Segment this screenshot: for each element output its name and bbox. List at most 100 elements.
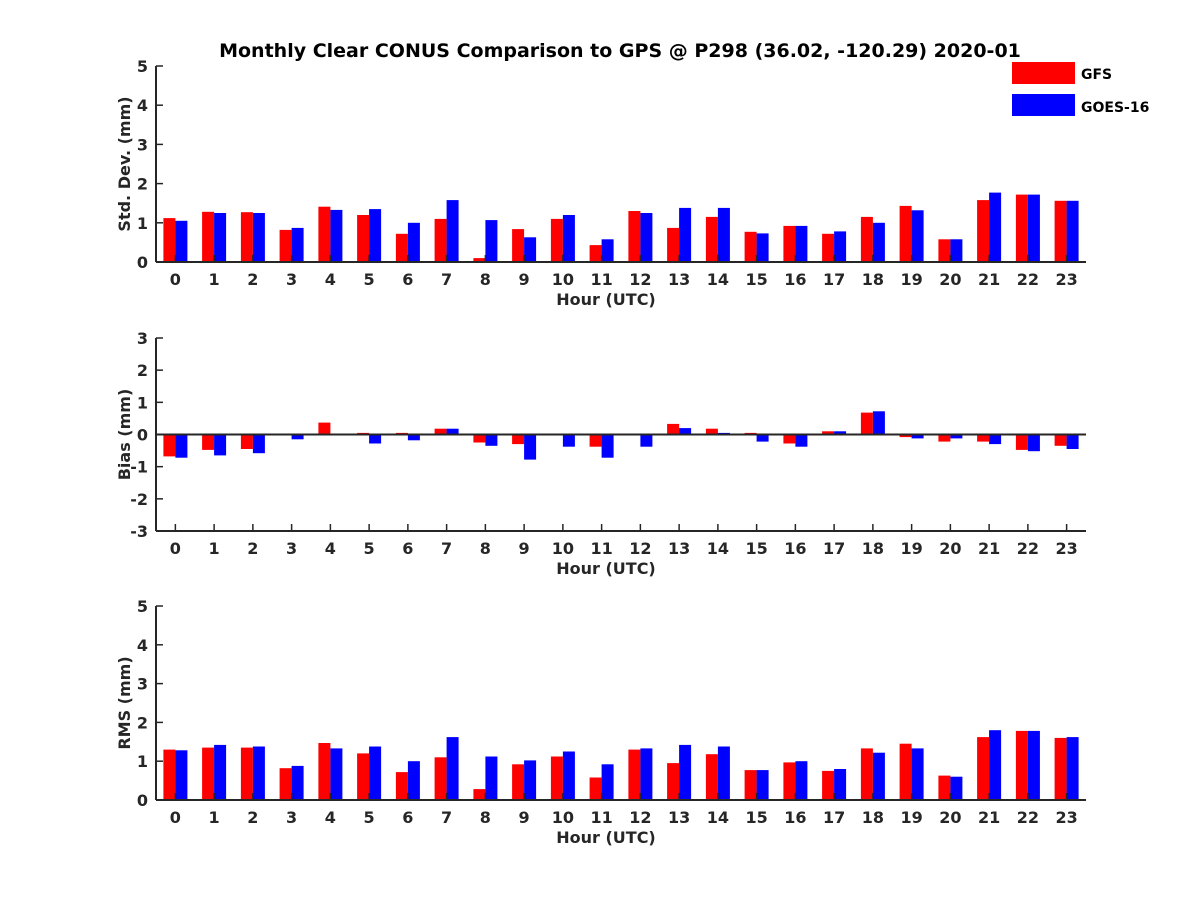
bar-goes16-hour-14: [717, 746, 730, 800]
bar-gfs-hour-3: [279, 229, 292, 262]
x-tick-label: 21: [978, 539, 1000, 558]
x-tick-label: 14: [707, 539, 729, 558]
x-tick-label: 4: [325, 539, 336, 558]
bar-goes16-hour-3: [291, 227, 304, 262]
bar-goes16-hour-5: [369, 209, 382, 262]
x-tick-label: 7: [441, 808, 452, 827]
bar-goes16-hour-8: [485, 756, 498, 800]
bar-goes16-hour-8: [485, 434, 498, 446]
bar-goes16-hour-10: [562, 215, 575, 262]
x-tick-label: 0: [170, 539, 181, 558]
x-tick-label: 23: [1055, 808, 1077, 827]
x-tick-label: 15: [745, 539, 767, 558]
x-tick-label: 0: [170, 808, 181, 827]
x-tick-label: 17: [823, 539, 845, 558]
bar-gfs-hour-2: [240, 747, 253, 800]
y-tick-label: 0: [137, 253, 148, 272]
bar-goes16-hour-3: [291, 765, 304, 800]
bar-gfs-hour-21: [977, 200, 990, 262]
x-tick-label: 20: [939, 808, 961, 827]
bar-goes16-hour-2: [252, 213, 265, 262]
bar-gfs-hour-20: [938, 775, 951, 800]
x-tick-label: 20: [939, 539, 961, 558]
bar-goes16-hour-1: [214, 434, 227, 456]
x-tick-label: 11: [590, 270, 612, 289]
bar-goes16-hour-14: [717, 207, 730, 262]
x-tick-label: 1: [209, 270, 220, 289]
bar-gfs-hour-8: [473, 434, 486, 443]
x-axis-label: Hour (UTC): [556, 290, 656, 309]
bar-gfs-hour-15: [744, 770, 757, 800]
y-tick-label: 3: [137, 675, 148, 694]
bar-gfs-hour-13: [667, 423, 680, 435]
x-tick-label: 1: [209, 539, 220, 558]
x-tick-label: 12: [629, 270, 651, 289]
bar-goes16-hour-10: [562, 434, 575, 447]
x-tick-label: 18: [862, 808, 884, 827]
bar-gfs-hour-5: [357, 753, 370, 800]
bar-goes16-hour-7: [446, 200, 459, 262]
bar-gfs-hour-0: [163, 218, 176, 262]
bar-gfs-hour-16: [783, 434, 796, 444]
x-tick-label: 1: [209, 808, 220, 827]
x-tick-label: 18: [862, 270, 884, 289]
bar-gfs-hour-14: [705, 216, 718, 262]
bar-goes16-hour-22: [1027, 730, 1040, 800]
bar-goes16-hour-13: [679, 744, 692, 800]
bar-goes16-hour-0: [175, 750, 188, 800]
bar-gfs-hour-17: [822, 431, 835, 435]
x-tick-label: 16: [784, 539, 806, 558]
bar-gfs-hour-19: [899, 434, 912, 438]
x-tick-label: 16: [784, 270, 806, 289]
bar-goes16-hour-12: [640, 213, 653, 262]
x-tick-label: 2: [247, 270, 258, 289]
y-tick-label: 3: [137, 329, 148, 348]
bar-goes16-hour-0: [175, 434, 188, 458]
legend-swatch-gfs: [1012, 62, 1075, 84]
bar-gfs-hour-9: [512, 764, 525, 800]
chart-title: Monthly Clear CONUS Comparison to GPS @ …: [219, 40, 1021, 62]
bar-goes16-hour-15: [756, 233, 769, 262]
y-tick-label: 2: [137, 713, 148, 732]
x-tick-label: 10: [552, 808, 574, 827]
bar-goes16-hour-10: [562, 751, 575, 800]
y-tick-label: 1: [137, 393, 148, 412]
bar-gfs-hour-5: [357, 215, 370, 262]
bar-gfs-hour-19: [899, 743, 912, 800]
y-axis-label: Std. Dev. (mm): [115, 96, 134, 231]
bar-goes16-hour-18: [872, 752, 885, 800]
bar-gfs-hour-16: [783, 762, 796, 800]
y-tick-label: 2: [137, 361, 148, 380]
y-axis-label: Bias (mm): [115, 389, 134, 481]
bar-goes16-hour-2: [252, 434, 265, 454]
bar-gfs-hour-23: [1054, 737, 1067, 800]
bar-goes16-hour-18: [872, 411, 885, 435]
x-tick-label: 9: [519, 539, 530, 558]
x-tick-label: 4: [325, 270, 336, 289]
x-tick-label: 13: [668, 270, 690, 289]
bar-gfs-hour-22: [1015, 434, 1028, 450]
bar-goes16-hour-0: [175, 220, 188, 262]
bar-goes16-hour-15: [756, 434, 769, 442]
bar-goes16-hour-9: [524, 760, 537, 800]
x-tick-label: 11: [590, 808, 612, 827]
bar-gfs-hour-2: [240, 434, 253, 449]
bar-gfs-hour-7: [434, 757, 447, 800]
bar-goes16-hour-20: [950, 434, 963, 439]
bar-gfs-hour-11: [589, 245, 602, 262]
bar-goes16-hour-2: [252, 746, 265, 800]
x-tick-label: 8: [480, 808, 491, 827]
bar-goes16-hour-11: [601, 434, 614, 458]
bar-goes16-hour-9: [524, 237, 537, 262]
x-tick-label: 19: [900, 270, 922, 289]
bar-gfs-hour-4: [318, 743, 331, 800]
x-tick-label: 21: [978, 270, 1000, 289]
bar-goes16-hour-23: [1066, 200, 1079, 262]
bar-goes16-hour-3: [291, 434, 304, 440]
legend-label-goes16: GOES-16: [1081, 100, 1149, 116]
x-axis-label: Hour (UTC): [556, 828, 656, 847]
bar-gfs-hour-3: [279, 768, 292, 800]
bar-goes16-hour-16: [795, 225, 808, 262]
y-tick-label: -3: [130, 522, 148, 541]
